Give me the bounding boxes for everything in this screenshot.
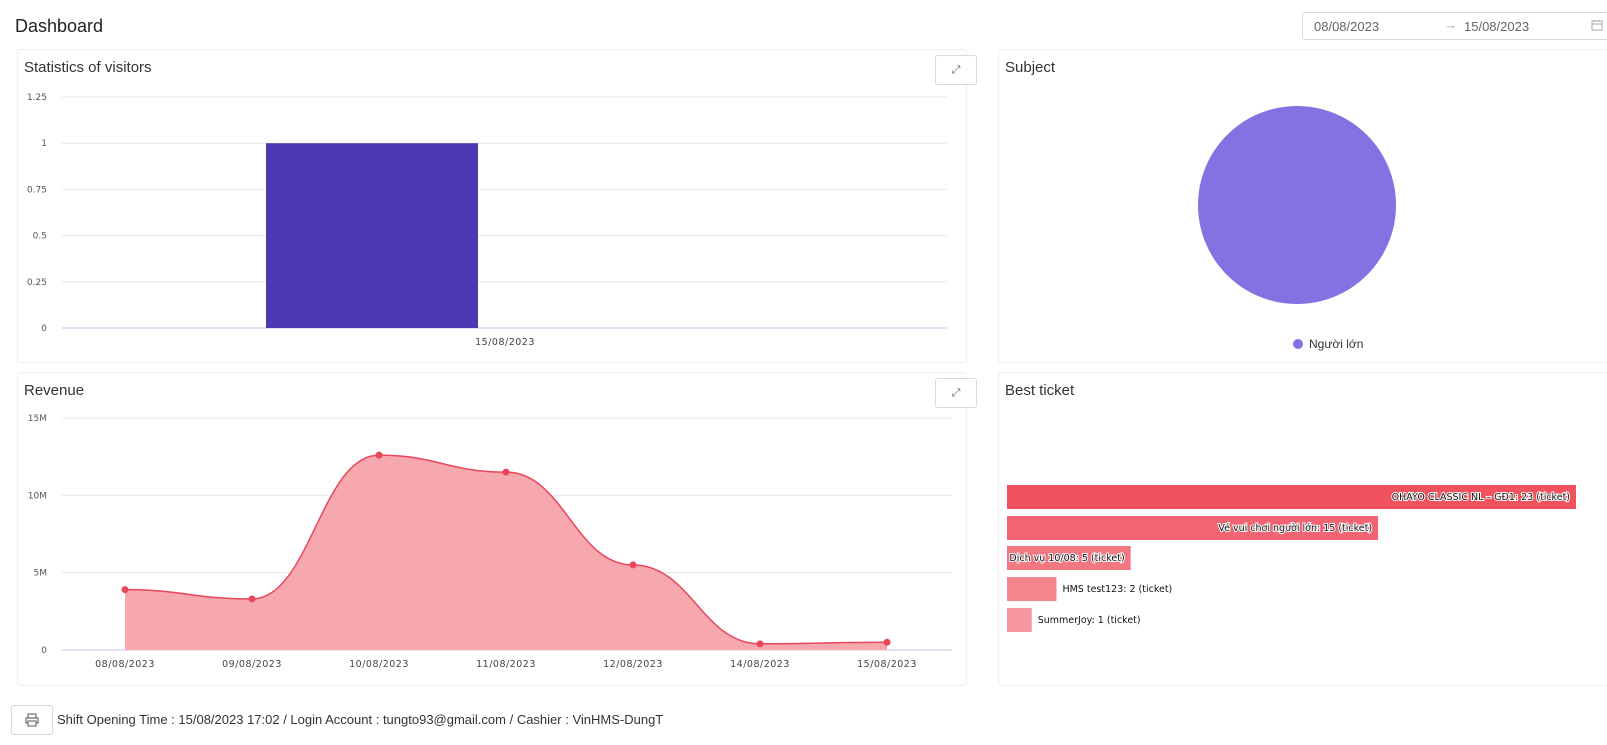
legend-dot-icon [1293, 339, 1303, 349]
page-title: Dashboard [15, 16, 104, 36]
expand-icon: ⤢ [951, 63, 961, 76]
date-to-input[interactable]: 15/08/2023 [1464, 19, 1530, 34]
print-button[interactable] [11, 705, 53, 735]
date-range-picker[interactable]: 08/08/2023 → 15/08/2023 [1302, 12, 1607, 40]
best-ticket-card: Best ticket [998, 372, 1607, 686]
revenue-expand-button[interactable]: ⤢ [935, 378, 977, 408]
visitors-card: Statistics of visitors ⤢ [17, 49, 977, 363]
subject-card: Subject [998, 49, 1607, 363]
subject-title: Subject [1005, 59, 1056, 76]
calendar-icon[interactable] [1591, 19, 1603, 31]
legend-label: Người lớn [1309, 337, 1364, 351]
shift-info-text: Shift Opening Time : 15/08/2023 17:02 / … [57, 712, 664, 727]
printer-icon [25, 713, 39, 727]
revenue-title: Revenue [24, 382, 85, 399]
expand-icon: ⤢ [951, 386, 961, 399]
visitors-expand-button[interactable]: ⤢ [935, 55, 977, 85]
date-range-arrow-icon: → [1444, 17, 1457, 32]
visitors-title: Statistics of visitors [24, 59, 152, 76]
revenue-card: Revenue ⤢ [17, 372, 977, 686]
subject-legend-item[interactable]: Người lớn [1293, 337, 1363, 351]
best-ticket-title: Best ticket [1005, 382, 1075, 399]
footer: Shift Opening Time : 15/08/2023 17:02 / … [0, 703, 1607, 745]
date-from-input[interactable]: 08/08/2023 [1314, 19, 1380, 34]
